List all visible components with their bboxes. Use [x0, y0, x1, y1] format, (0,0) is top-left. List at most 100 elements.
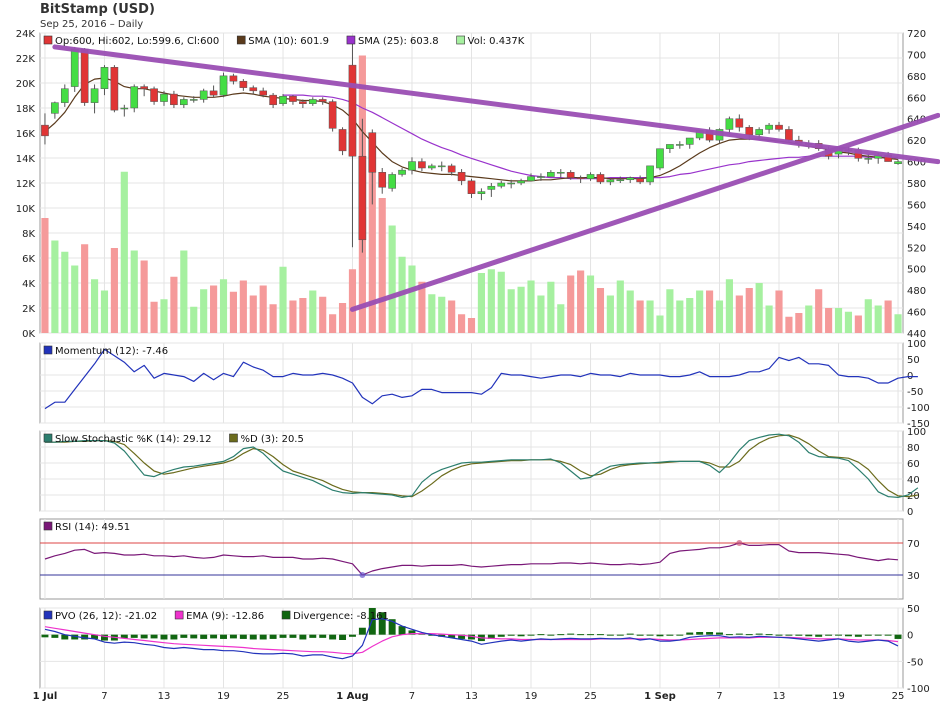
candle-body — [586, 174, 595, 179]
candle-body — [120, 107, 129, 110]
volume-bar — [626, 290, 634, 333]
candle-body — [60, 88, 69, 103]
candle-body — [467, 180, 476, 194]
rsi-line — [44, 542, 899, 576]
indicator-tick-label: 60 — [907, 459, 920, 470]
divergence-bar — [51, 634, 59, 638]
x-tick-label: 19 — [217, 691, 230, 702]
price-tick-label: 460 — [907, 308, 926, 319]
volume-bar — [676, 300, 684, 333]
x-tick-label: 1 Jul — [33, 691, 58, 702]
legend-entry: %D (3): 20.5 — [240, 434, 303, 445]
volume-bar — [775, 290, 783, 333]
candle-body — [259, 90, 268, 96]
divergence-bar — [220, 634, 227, 639]
volume-bar — [259, 285, 267, 333]
stoch-d-line — [45, 434, 918, 498]
candle-body — [646, 165, 654, 183]
indicator-tick-label: 50 — [907, 355, 920, 366]
divergence-bar — [587, 634, 595, 636]
volume-bar — [219, 279, 228, 333]
divergence-bar — [408, 630, 416, 635]
x-tick-label: 25 — [277, 691, 290, 702]
volume-bar — [299, 298, 307, 333]
volume-bar — [210, 285, 218, 333]
candle-body — [636, 178, 644, 183]
volume-bar — [854, 315, 862, 333]
volume-tick-label: 8K — [22, 229, 35, 240]
divergence-bar — [378, 612, 386, 635]
candle-body — [199, 90, 208, 100]
volume-bar — [477, 273, 485, 333]
volume-bar — [825, 308, 833, 333]
candle-body — [437, 165, 446, 168]
volume-tick-label: 16K — [16, 129, 36, 140]
candle-body — [80, 48, 89, 103]
volume-bar — [289, 300, 297, 333]
x-tick-label: 25 — [892, 691, 905, 702]
legend-entry: RSI (14): 49.51 — [55, 522, 130, 533]
price-tick-label: 520 — [907, 243, 926, 254]
volume-bar — [150, 301, 158, 333]
volume-bar — [249, 295, 257, 333]
legend-entry: SMA (10): 601.9 — [248, 36, 329, 47]
x-tick-label: 19 — [525, 691, 538, 702]
volume-bar — [537, 295, 545, 333]
volume-bar — [805, 305, 813, 333]
candle-body — [51, 102, 59, 114]
candle-body — [160, 93, 168, 102]
price-tick-label: 560 — [907, 200, 926, 211]
volume-bar — [487, 269, 495, 333]
price-tick-label: 720 — [907, 29, 926, 40]
divergence-bar — [706, 632, 714, 635]
x-tick-label: 13 — [158, 691, 171, 702]
divergence-bar — [120, 634, 128, 639]
volume-bar — [269, 304, 277, 333]
legend-swatch — [43, 610, 53, 620]
divergence-bar — [884, 634, 892, 636]
candle-body — [398, 169, 406, 175]
volume-bar — [120, 171, 128, 333]
x-tick-label: 7 — [409, 691, 415, 702]
volume-bar — [81, 244, 89, 333]
volume-tick-label: 20K — [16, 79, 36, 90]
candle-body — [338, 129, 347, 152]
indicator-tick-label: -150 — [907, 419, 930, 430]
x-tick-label: 7 — [101, 691, 107, 702]
candle-body — [209, 90, 218, 96]
volume-tick-label: 0K — [22, 329, 35, 340]
indicator-tick-label: 0 — [907, 631, 913, 642]
candle-body — [408, 161, 416, 171]
candle-body — [735, 118, 744, 128]
volume-bar — [90, 279, 99, 333]
divergence-bar — [626, 633, 634, 635]
candle-body — [507, 182, 515, 185]
indicator-tick-label: 70 — [907, 539, 920, 550]
volume-bar — [725, 279, 733, 333]
volume-bar — [785, 316, 793, 333]
volume-bar — [200, 289, 208, 333]
volume-bar — [368, 135, 376, 333]
volume-bar — [527, 280, 535, 333]
divergence-bar — [61, 634, 69, 640]
volume-bar — [874, 305, 882, 333]
divergence-bar — [686, 632, 694, 635]
candle-body — [100, 67, 109, 89]
divergence-bar — [249, 634, 257, 640]
divergence-bar — [239, 634, 247, 639]
volume-bar — [418, 281, 426, 333]
divergence-bar — [636, 634, 644, 636]
candle-body — [328, 101, 337, 129]
divergence-bar — [795, 634, 803, 636]
divergence-bar — [200, 634, 208, 639]
candle-body — [249, 87, 258, 92]
volume-bar — [388, 225, 396, 333]
candle-body — [378, 172, 387, 188]
divergence-bar — [210, 634, 218, 639]
volume-bar — [844, 311, 853, 333]
divergence-bar — [765, 634, 773, 636]
divergence-bar — [507, 634, 515, 636]
divergence-bar — [458, 634, 466, 639]
divergence-bar — [547, 634, 555, 636]
price-tick-label: 700 — [907, 50, 926, 61]
